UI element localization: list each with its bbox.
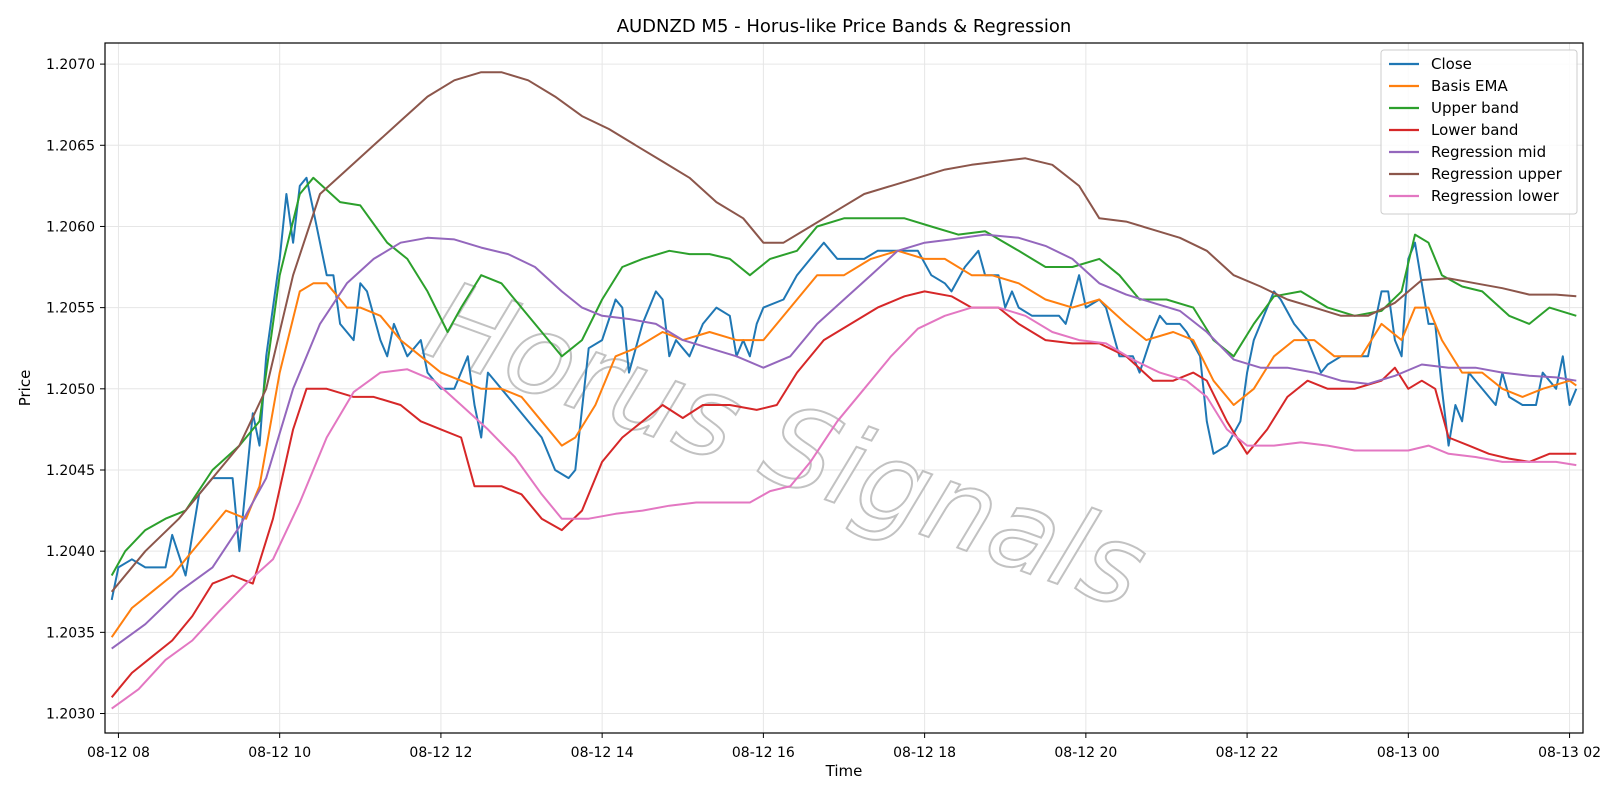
- legend-label-regression-mid: Regression mid: [1431, 143, 1546, 161]
- series-line-regression-lower: [111, 306, 1577, 710]
- y-tick-label: 1.2050: [46, 382, 95, 398]
- y-tick-label: 1.2070: [46, 57, 95, 73]
- y-tick-label: 1.2035: [46, 625, 95, 641]
- x-tick-label: 08-13 02: [1538, 745, 1600, 761]
- chart-title: AUDNZD M5 - Horus-like Price Bands & Reg…: [617, 16, 1072, 37]
- x-tick-label: 08-12 18: [893, 745, 956, 761]
- y-axis: 1.2030 1.2035 1.2040 1.2045 1.2050 1.2055 1.20…: [46, 57, 105, 723]
- y-tick-label: 1.2030: [46, 707, 95, 723]
- y-tick-label: 1.2045: [46, 463, 95, 479]
- grid: [105, 43, 1583, 733]
- series-lines: [110, 71, 1578, 710]
- x-axis-label: Time: [825, 762, 863, 780]
- y-tick-label: 1.2055: [46, 301, 95, 317]
- legend-label-close: Close: [1431, 55, 1472, 73]
- legend: Close Basis EMA Upper band Lower band Regres…: [1380, 49, 1578, 215]
- y-axis-label: Price: [16, 370, 34, 407]
- y-tick-label: 1.2065: [46, 138, 95, 154]
- y-tick-label: 1.2040: [46, 544, 95, 560]
- legend-box: [1380, 49, 1578, 215]
- series-line-regression-mid: [111, 233, 1577, 650]
- x-tick-label: 08-13 00: [1377, 745, 1440, 761]
- series-line-regression-upper: [110, 71, 1577, 593]
- y-tick-label: 1.2060: [46, 219, 95, 235]
- x-axis: 08-12 08 08-12 10 08-12 12 08-12 14 08-12 16…: [87, 733, 1600, 761]
- x-tick-label: 08-12 08: [87, 745, 150, 761]
- legend-label-regression-upper: Regression upper: [1431, 165, 1563, 183]
- x-tick-label: 08-12 22: [1216, 745, 1279, 761]
- series-line-basis-ema: [110, 249, 1577, 638]
- legend-label-basis-ema: Basis EMA: [1431, 77, 1508, 95]
- legend-label-lower-band: Lower band: [1431, 121, 1518, 139]
- legend-label-upper-band: Upper band: [1431, 99, 1519, 117]
- x-tick-label: 08-12 10: [248, 745, 311, 761]
- x-tick-label: 08-12 12: [409, 745, 472, 761]
- legend-label-regression-lower: Regression lower: [1431, 187, 1560, 205]
- x-tick-label: 08-12 14: [571, 745, 634, 761]
- plot-area-frame: [104, 42, 1584, 734]
- x-tick-label: 08-12 20: [1054, 745, 1117, 761]
- series-line-close: [110, 176, 1578, 601]
- x-tick-label: 08-12 16: [732, 745, 795, 761]
